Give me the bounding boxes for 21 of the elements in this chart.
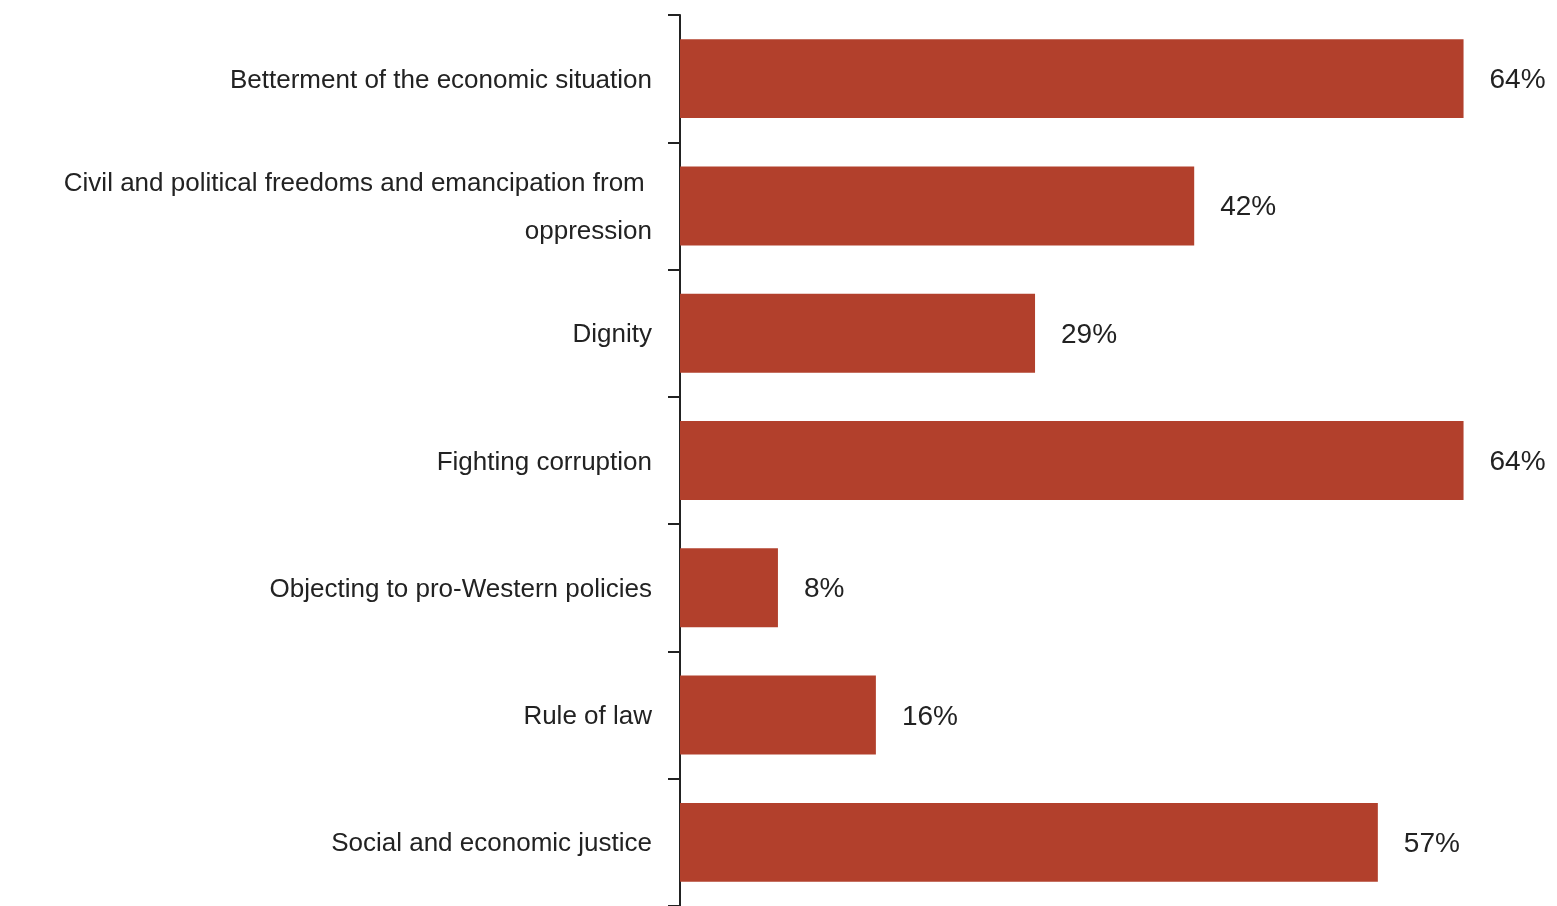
y-tick-label: Civil and political freedoms and emancipation from oppression <box>63 166 652 245</box>
data-label: 64% <box>1489 63 1546 95</box>
bar <box>680 675 876 755</box>
bar <box>680 548 778 628</box>
y-tick-label: Fighting corruption <box>436 445 652 476</box>
y-tick-label: Dignity <box>572 318 652 349</box>
bar <box>680 802 1378 882</box>
data-label: 16% <box>901 699 958 731</box>
data-label: 29% <box>1061 317 1118 349</box>
y-tick-label: Social and economic justice <box>331 827 652 858</box>
bar <box>680 39 1464 119</box>
y-tick-label: Rule of law <box>523 700 653 731</box>
bar <box>680 293 1036 373</box>
bar <box>680 421 1464 500</box>
data-label: 57% <box>1403 826 1460 858</box>
data-label: 64% <box>1489 445 1546 476</box>
data-label: 42% <box>1220 190 1277 222</box>
y-tick-label: Objecting to pro-Western policies <box>269 572 652 603</box>
y-tick-label: Betterment of the economic situation <box>229 63 652 94</box>
bar <box>680 166 1195 246</box>
data-label: 8% <box>803 572 845 604</box>
